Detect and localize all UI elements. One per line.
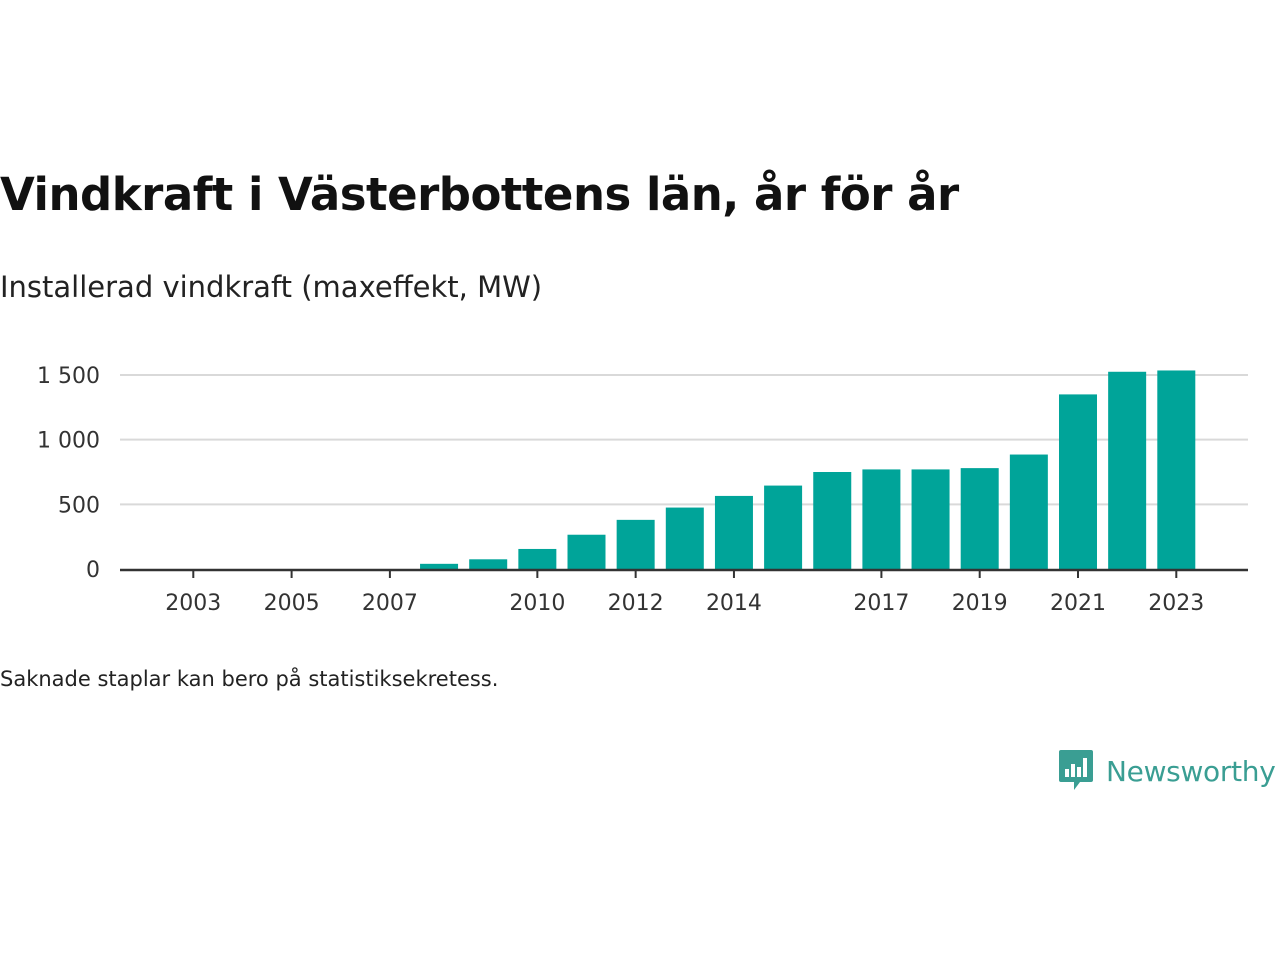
bar-2009 bbox=[469, 559, 508, 569]
brand-name: Newsworthy bbox=[1106, 754, 1276, 788]
y-tick-labels: 0 500 1 000 1 500 bbox=[37, 364, 100, 583]
x-tick-label: 2023 bbox=[1148, 591, 1204, 616]
x-tick-label: 2012 bbox=[608, 591, 664, 616]
bar-2017 bbox=[862, 469, 901, 569]
x-tick-label: 2003 bbox=[165, 591, 221, 616]
bar-2021 bbox=[1059, 394, 1097, 569]
x-tick-label: 2017 bbox=[853, 591, 909, 616]
x-tick-label: 2010 bbox=[509, 591, 565, 616]
bar-2019 bbox=[960, 468, 999, 569]
y-tick-label: 0 bbox=[86, 558, 100, 583]
bar-2016 bbox=[813, 472, 852, 569]
bar-2018 bbox=[911, 469, 950, 569]
y-tick-label: 1 000 bbox=[37, 429, 100, 454]
x-tick-label: 2021 bbox=[1050, 591, 1106, 616]
chart-title: Vindkraft i Västerbottens län, år för år bbox=[0, 168, 959, 221]
chart-subtitle: Installerad vindkraft (maxeffekt, MW) bbox=[0, 270, 543, 304]
bar-2020 bbox=[1009, 454, 1048, 569]
footnote: Saknade staplar kan bero på statistiksek… bbox=[0, 667, 499, 691]
bar-2014 bbox=[714, 495, 753, 569]
bar-2011 bbox=[567, 534, 606, 569]
x-tick-label: 2007 bbox=[362, 591, 418, 616]
bar-2008 bbox=[420, 563, 459, 569]
newsworthy-logo-icon bbox=[1059, 750, 1093, 790]
x-tick-label: 2014 bbox=[706, 591, 762, 616]
x-tick-labels: 2003 2005 2007 2010 2012 2014 2017 2019 2021 2023 bbox=[165, 591, 1204, 616]
y-tick-label: 500 bbox=[58, 493, 100, 518]
bars bbox=[420, 370, 1196, 569]
bar-2023 bbox=[1157, 370, 1196, 569]
newsworthy-logo: Newsworthy bbox=[1058, 748, 1276, 794]
bar-2022 bbox=[1108, 371, 1147, 569]
x-tick-label: 2005 bbox=[264, 591, 320, 616]
bar-2013 bbox=[665, 507, 704, 569]
y-tick-label: 1 500 bbox=[37, 364, 100, 389]
x-tick-label: 2019 bbox=[952, 591, 1008, 616]
bar-2010 bbox=[518, 548, 557, 569]
x-axis bbox=[120, 568, 1248, 578]
bar-2015 bbox=[764, 485, 803, 569]
bar-2012 bbox=[616, 519, 655, 569]
